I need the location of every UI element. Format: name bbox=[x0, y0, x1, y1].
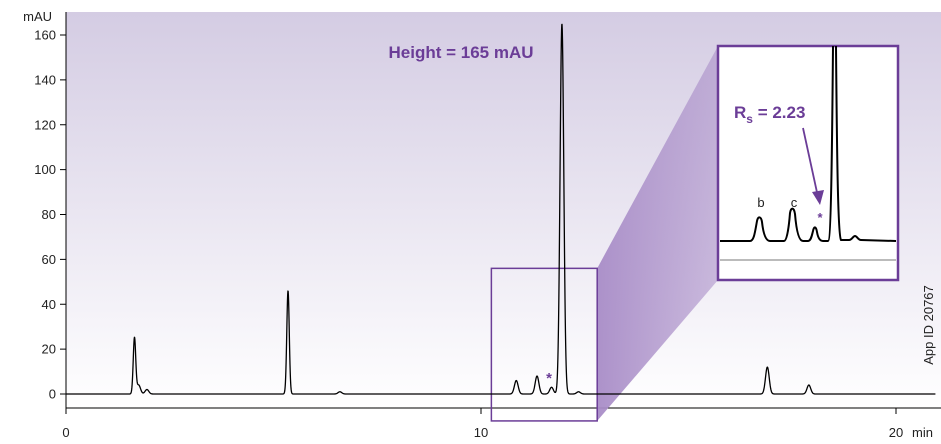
peak-height-label: Height = 165 mAU bbox=[388, 43, 533, 62]
y-tick-label: 140 bbox=[34, 72, 56, 87]
y-unit-label: mAU bbox=[23, 9, 52, 24]
resolution-arrowhead bbox=[812, 190, 824, 205]
chromatogram-trace bbox=[65, 23, 936, 395]
app-id-label: App ID 20767 bbox=[921, 285, 936, 365]
x-unit-label: min bbox=[912, 425, 933, 440]
inset-panel: b c * Rs = 2.23 bbox=[716, 44, 900, 282]
y-tick-label: 160 bbox=[34, 28, 56, 43]
y-tick-label: 80 bbox=[42, 207, 56, 222]
inset-frame bbox=[716, 44, 900, 282]
highlight-box bbox=[490, 267, 598, 422]
x-tick-label: 10 bbox=[474, 425, 488, 440]
x-tick-label: 20 bbox=[889, 425, 903, 440]
y-tick-label: 120 bbox=[34, 117, 56, 132]
y-tick-label: 40 bbox=[42, 297, 56, 312]
zoom-funnel bbox=[597, 46, 718, 421]
x-tick-label: 0 bbox=[62, 425, 69, 440]
peak-label-b: b bbox=[757, 195, 764, 210]
resolution-arrow bbox=[802, 127, 819, 198]
inset-trace bbox=[720, 45, 897, 242]
y-tick-label: 0 bbox=[49, 387, 56, 402]
resolution-label: Rs = 2.23 bbox=[734, 103, 805, 126]
y-tick-label: 60 bbox=[42, 252, 56, 267]
impurity-star: * bbox=[546, 370, 552, 387]
y-tick-label: 20 bbox=[42, 342, 56, 357]
peak-label-c: c bbox=[791, 195, 798, 210]
y-tick-label: 100 bbox=[34, 162, 56, 177]
peak-label-star: * bbox=[817, 210, 823, 225]
